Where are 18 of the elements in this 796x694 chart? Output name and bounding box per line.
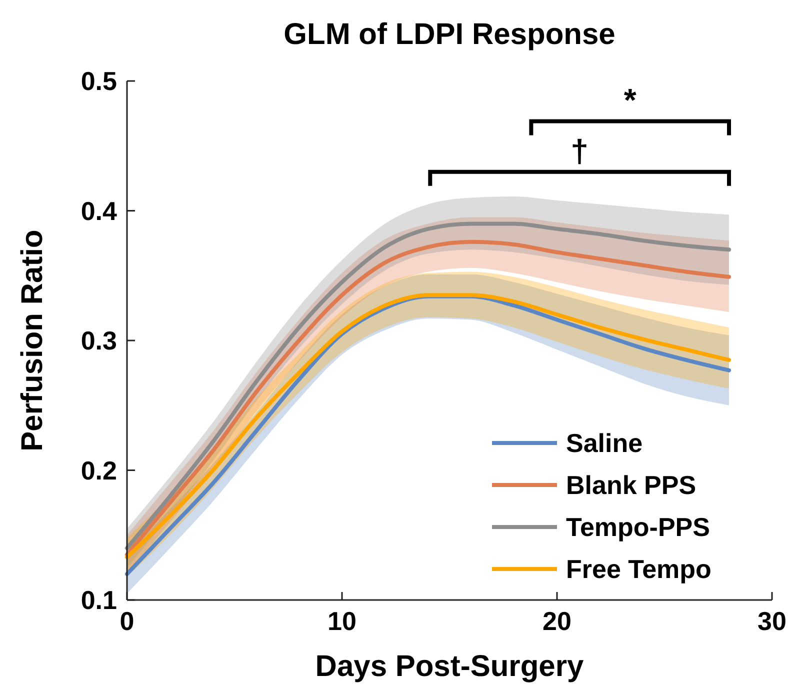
chart-title: GLM of LDPI Response (284, 18, 616, 51)
legend-label: Tempo-PPS (566, 512, 710, 542)
y-tick-label: 0.4 (80, 196, 118, 226)
legend-label: Free Tempo (566, 554, 712, 584)
y-tick-label: 0.3 (80, 326, 117, 356)
y-tick-label: 0.1 (80, 585, 117, 616)
x-tick-label: 10 (328, 606, 356, 636)
y-axis-title: Perfusion Ratio (16, 230, 49, 452)
legend-label: Blank PPS (566, 470, 696, 500)
annotation: † (570, 132, 588, 169)
y-tick-label: 0.2 (80, 455, 117, 486)
annotation: * (624, 82, 637, 118)
x-tick-label: 0 (120, 606, 134, 636)
y-tick-label: 0.5 (80, 66, 117, 96)
x-axis-title: Days Post-Surgery (315, 650, 584, 683)
x-tick-label: 20 (542, 606, 572, 636)
legend-label: Saline (566, 428, 643, 458)
x-tick-label: 30 (758, 606, 786, 636)
